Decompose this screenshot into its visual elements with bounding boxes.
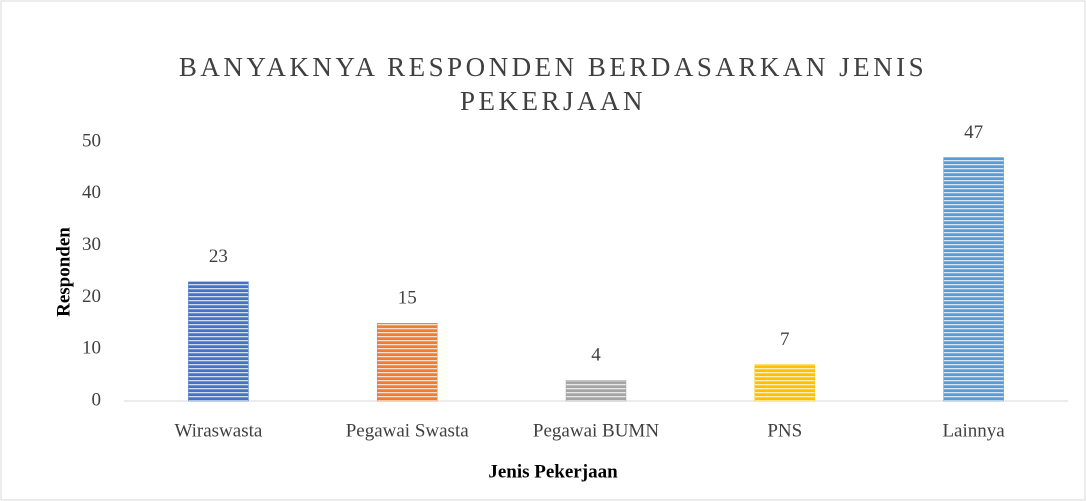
x-tick-label: Pegawai BUMN bbox=[533, 420, 659, 441]
data-label: 47 bbox=[964, 122, 983, 143]
data-label: 15 bbox=[398, 288, 417, 309]
bar bbox=[376, 323, 438, 402]
bar bbox=[754, 364, 816, 402]
x-tick-label: PNS bbox=[767, 420, 802, 441]
x-tick-label: Lainnya bbox=[942, 420, 1005, 441]
y-tick-label: 30 bbox=[82, 234, 101, 255]
x-axis-label: Jenis Pekerjaan bbox=[488, 461, 618, 482]
bar bbox=[188, 281, 249, 402]
y-tick-label: 0 bbox=[92, 389, 102, 410]
y-tick-label: 40 bbox=[82, 182, 101, 203]
data-label: 4 bbox=[591, 345, 601, 366]
data-label: 23 bbox=[209, 246, 228, 267]
x-tick-label: Wiraswasta bbox=[174, 420, 262, 441]
y-tick-label: 10 bbox=[82, 338, 101, 359]
y-axis-label: Responden bbox=[53, 227, 74, 317]
chart-title: BANYAKNYA RESPONDEN BERDASARKAN JENIS PE… bbox=[178, 52, 928, 116]
bar bbox=[943, 157, 1004, 402]
x-tick-label: Pegawai Swasta bbox=[346, 420, 470, 441]
data-label: 7 bbox=[780, 329, 790, 350]
y-tick-label: 20 bbox=[82, 286, 101, 307]
bar bbox=[565, 380, 627, 402]
y-tick-label: 50 bbox=[82, 130, 101, 151]
